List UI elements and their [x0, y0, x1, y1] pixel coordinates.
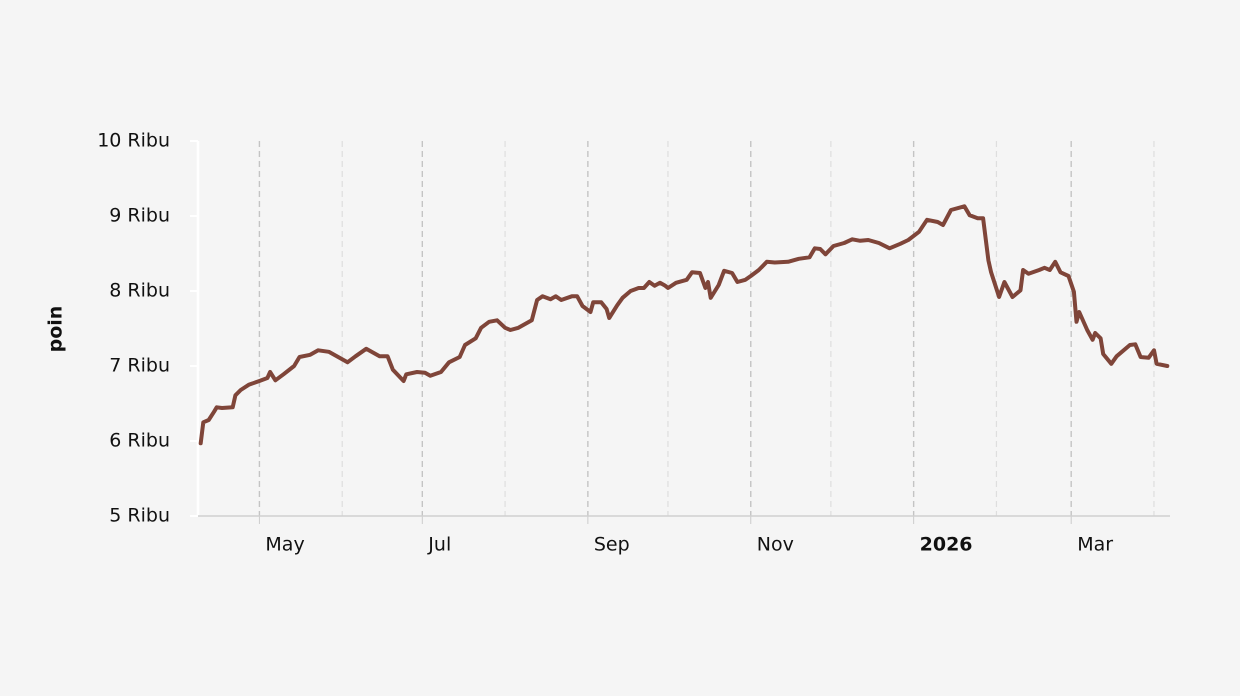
y-tick-label: 6 Ribu [109, 430, 170, 452]
y-tick-label: 10 Ribu [97, 130, 170, 152]
x-tick-label: Jul [427, 534, 451, 556]
x-tick-label: May [265, 534, 304, 556]
y-tick-label: 8 Ribu [109, 280, 170, 302]
x-tick-label: Mar [1077, 534, 1113, 556]
x-tick-label: Sep [594, 534, 630, 556]
y-tick-label: 9 Ribu [109, 205, 170, 227]
x-tick-label: Nov [757, 534, 794, 556]
y-tick-label: 5 Ribu [109, 505, 170, 527]
y-tick-label: 7 Ribu [109, 355, 170, 377]
line-series [198, 204, 1170, 446]
x-tick-label: 2026 [920, 534, 973, 556]
y-axis-label: poin [45, 306, 67, 353]
